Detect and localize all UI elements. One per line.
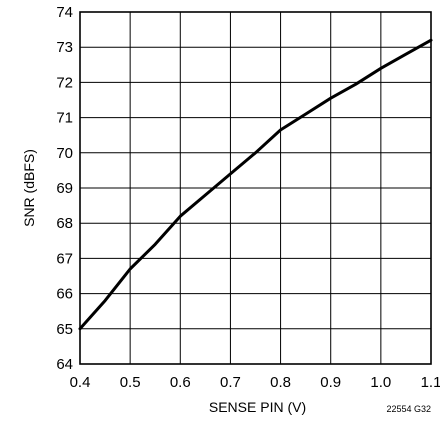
x-tick-label: 0.7	[220, 374, 241, 391]
y-axis-label: SNR (dBFS)	[21, 149, 37, 227]
y-tick-label: 68	[56, 215, 73, 232]
y-tick-label: 71	[56, 110, 73, 127]
plot-frame	[79, 11, 432, 365]
grid	[79, 11, 432, 365]
figure-id: 22554 G32	[386, 404, 431, 414]
y-tick-label: 65	[56, 321, 73, 338]
x-axis-label: SENSE PIN (V)	[209, 399, 306, 415]
y-tick-label: 70	[56, 145, 73, 162]
y-tick-labels: 64 65 66 67 68 69 70 71 72 73 74	[56, 4, 73, 373]
x-tick-label: 0.4	[70, 374, 91, 391]
x-tick-label: 0.6	[170, 374, 191, 391]
y-tick-label: 69	[56, 180, 73, 197]
y-tick-label: 74	[56, 4, 73, 21]
x-tick-label: 0.8	[270, 374, 291, 391]
y-tick-label: 64	[56, 356, 73, 373]
x-tick-label: 1.1	[421, 374, 440, 391]
x-tick-label: 1.0	[370, 374, 391, 391]
x-tick-labels: 0.4 0.5 0.6 0.7 0.8 0.9 1.0 1.1	[70, 374, 440, 391]
y-tick-label: 66	[56, 286, 73, 303]
y-tick-label: 67	[56, 250, 73, 267]
series-line	[78, 38, 433, 331]
y-tick-label: 72	[56, 74, 73, 91]
x-tick-label: 0.9	[320, 374, 341, 391]
y-tick-label: 73	[56, 39, 73, 56]
x-tick-label: 0.5	[120, 374, 141, 391]
